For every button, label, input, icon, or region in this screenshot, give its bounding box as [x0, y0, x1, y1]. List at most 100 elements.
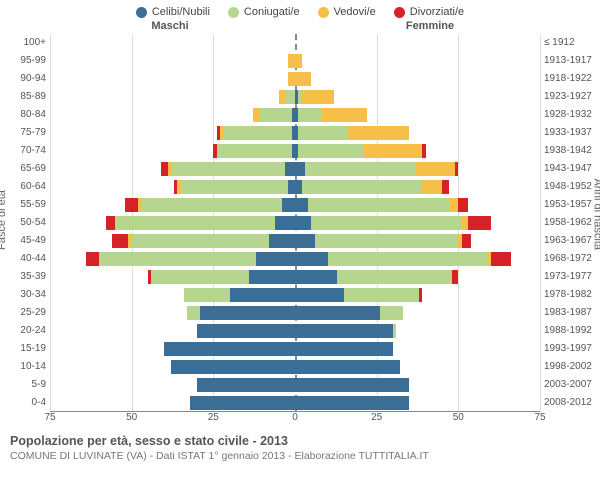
pyramid-row — [50, 358, 540, 376]
bar-segment — [295, 288, 344, 302]
bar-segment — [302, 90, 335, 104]
legend-swatch — [228, 7, 239, 18]
pyramid-row — [50, 34, 540, 52]
bar-segment — [422, 180, 442, 194]
bar-segment — [491, 252, 511, 266]
plot-area: 100+95-9990-9485-8980-8475-7970-7465-696… — [50, 34, 540, 412]
bar-segment — [295, 54, 302, 68]
male-half — [50, 160, 295, 178]
bar-segment — [230, 288, 295, 302]
bar-segment — [462, 234, 472, 248]
bar-segment — [295, 306, 380, 320]
age-label: 80-84 — [2, 106, 46, 124]
male-half — [50, 106, 295, 124]
birth-label: 1948-1952 — [544, 178, 598, 196]
bar-rows — [50, 34, 540, 412]
pyramid-row — [50, 160, 540, 178]
birth-label: 1968-1972 — [544, 250, 598, 268]
bar-segment — [305, 162, 416, 176]
bar-segment — [285, 162, 295, 176]
bar-segment — [295, 378, 409, 392]
age-label: 15-19 — [2, 340, 46, 358]
bar-segment — [151, 270, 249, 284]
age-label: 90-94 — [2, 70, 46, 88]
bar-segment — [380, 306, 403, 320]
pyramid-row — [50, 268, 540, 286]
bar-segment — [106, 216, 116, 230]
y-axis-left-labels: 100+95-9990-9485-8980-8475-7970-7465-696… — [2, 34, 46, 412]
legend-item: Celibi/Nubili — [136, 6, 210, 18]
birth-label: 1963-1967 — [544, 232, 598, 250]
bar-segment — [298, 144, 363, 158]
x-tick: 25 — [208, 412, 219, 423]
bar-segment — [132, 234, 269, 248]
age-label: 5-9 — [2, 376, 46, 394]
chart-title: Popolazione per età, sesso e stato civil… — [10, 434, 590, 448]
male-half — [50, 340, 295, 358]
bar-segment — [164, 342, 295, 356]
bar-segment — [308, 198, 448, 212]
female-half — [295, 52, 540, 70]
female-half — [295, 142, 540, 160]
x-axis: 7550250255075 — [50, 412, 540, 428]
bar-segment — [295, 324, 393, 338]
birth-label: 1943-1947 — [544, 160, 598, 178]
male-half — [50, 52, 295, 70]
bar-segment — [217, 144, 292, 158]
age-label: 45-49 — [2, 232, 46, 250]
bar-segment — [295, 396, 409, 410]
bar-segment — [458, 198, 468, 212]
male-half — [50, 124, 295, 142]
female-half — [295, 358, 540, 376]
female-header: Femmine — [300, 20, 600, 32]
male-half — [50, 250, 295, 268]
birth-label: 1983-1987 — [544, 304, 598, 322]
legend-swatch — [394, 7, 405, 18]
age-label: 20-24 — [2, 322, 46, 340]
bar-segment — [442, 180, 449, 194]
bar-segment — [200, 306, 295, 320]
bar-segment — [181, 180, 289, 194]
bar-segment — [295, 234, 315, 248]
birth-label: 1988-1992 — [544, 322, 598, 340]
pyramid-row — [50, 88, 540, 106]
birth-label: 1998-2002 — [544, 358, 598, 376]
birth-label: 1973-1977 — [544, 268, 598, 286]
male-header: Maschi — [0, 20, 300, 32]
birth-label: 1953-1957 — [544, 196, 598, 214]
legend-label: Vedovi/e — [334, 6, 376, 18]
x-tick: 75 — [44, 412, 55, 423]
bar-segment — [449, 198, 459, 212]
pyramid-row — [50, 52, 540, 70]
bar-segment — [328, 252, 488, 266]
birth-label: 1978-1982 — [544, 286, 598, 304]
bar-segment — [419, 288, 422, 302]
bar-segment — [125, 198, 138, 212]
age-label: 50-54 — [2, 214, 46, 232]
bar-segment — [141, 198, 281, 212]
bar-segment — [422, 144, 425, 158]
female-half — [295, 34, 540, 52]
legend-label: Coniugati/e — [244, 6, 300, 18]
bar-segment — [187, 306, 200, 320]
bar-segment — [295, 270, 337, 284]
male-half — [50, 196, 295, 214]
population-pyramid-chart: Celibi/Nubili Coniugati/e Vedovi/e Divorzia… — [0, 0, 600, 500]
bar-segment — [337, 270, 451, 284]
female-half — [295, 250, 540, 268]
bar-segment — [298, 108, 321, 122]
x-tick: 25 — [371, 412, 382, 423]
bar-segment — [295, 198, 308, 212]
bar-segment — [171, 162, 285, 176]
pyramid-row — [50, 196, 540, 214]
female-half — [295, 322, 540, 340]
age-label: 85-89 — [2, 88, 46, 106]
male-half — [50, 268, 295, 286]
legend-item: Divorziati/e — [394, 6, 464, 18]
pyramid-row — [50, 178, 540, 196]
bar-segment — [295, 360, 400, 374]
age-label: 25-29 — [2, 304, 46, 322]
female-half — [295, 286, 540, 304]
bar-segment — [115, 216, 275, 230]
bar-segment — [347, 126, 409, 140]
